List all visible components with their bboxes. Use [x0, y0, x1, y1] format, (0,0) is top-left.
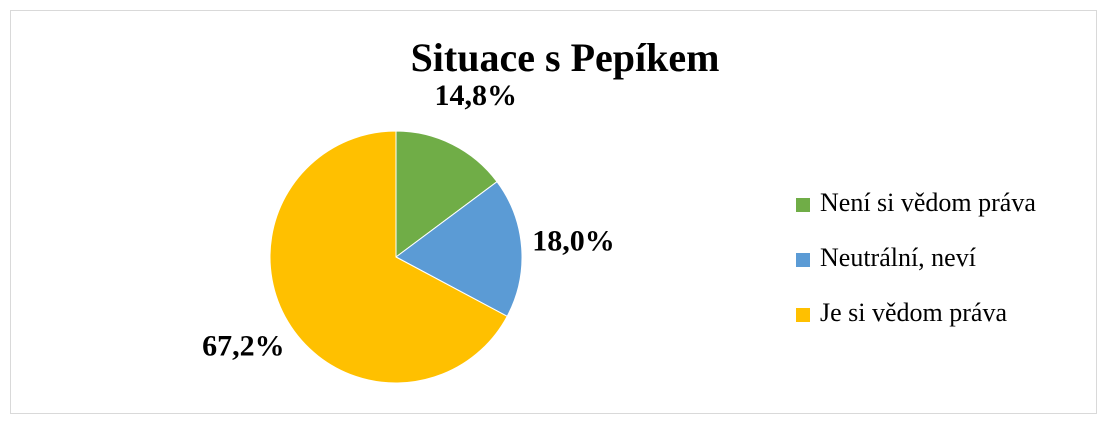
legend-label: Neutrální, neví — [820, 243, 976, 272]
chart-title: Situace s Pepíkem — [411, 35, 720, 80]
pie-slice — [395, 180, 523, 317]
legend-label: Je si vědom práva — [820, 298, 1007, 327]
data-label: 14,8% — [435, 79, 518, 112]
legend-swatch — [796, 308, 810, 322]
chart-frame — [10, 10, 1097, 414]
pie-slice — [269, 130, 508, 384]
legend-label: Není si vědom práva — [820, 188, 1036, 217]
legend-swatch — [796, 253, 810, 267]
pie-slice — [395, 130, 498, 258]
legend-swatch — [796, 198, 810, 212]
data-label: 67,2% — [202, 329, 285, 362]
data-label: 18,0% — [532, 224, 615, 257]
